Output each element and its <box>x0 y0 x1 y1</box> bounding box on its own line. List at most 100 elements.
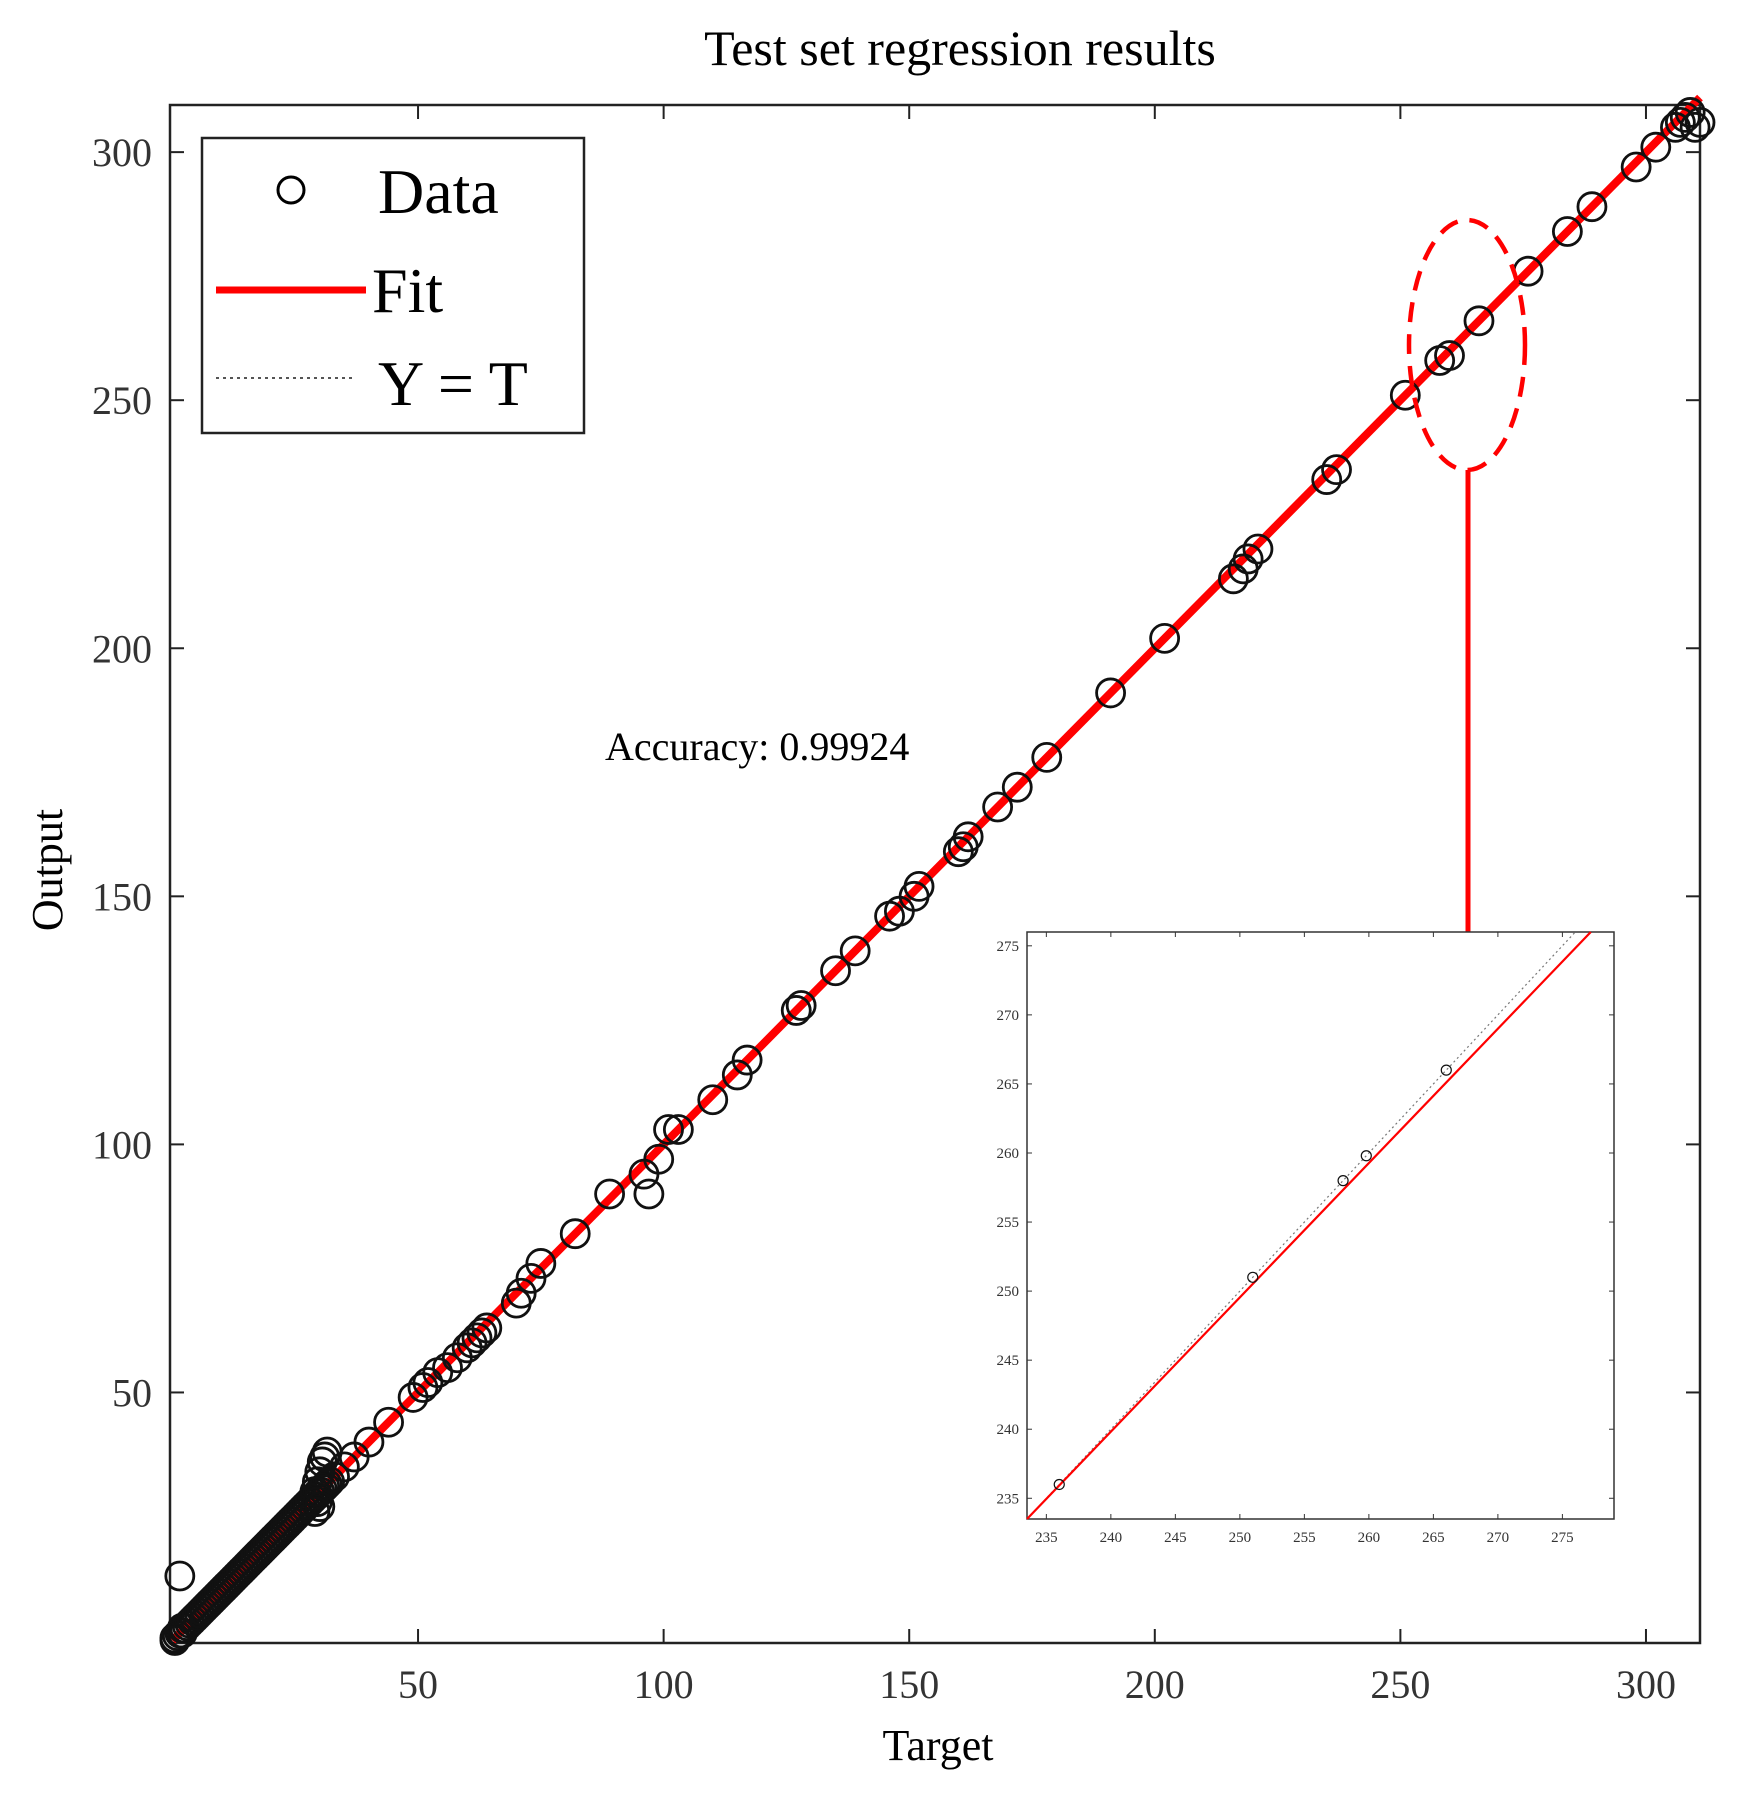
data-point <box>301 1486 333 1518</box>
data-point <box>1463 305 1495 337</box>
legend-data-label: Data <box>378 156 499 227</box>
legend-data-marker <box>276 175 306 205</box>
inset-x-tick-label: 235 <box>1035 1530 1058 1546</box>
data-point <box>1640 131 1672 163</box>
inset-y-tick-label: 240 <box>997 1422 1020 1438</box>
main-axis-ticks: 50 100 150 200 250 300 50 100 150 200 250 300 <box>92 105 1700 1707</box>
data-point <box>1031 742 1063 773</box>
data-point <box>643 1143 675 1175</box>
data-point <box>1620 151 1652 183</box>
main-data-points <box>159 97 1716 1656</box>
inset-y-tick-label: 260 <box>997 1146 1020 1162</box>
inset-y-tick-label: 235 <box>997 1491 1020 1507</box>
data-point <box>1321 454 1352 486</box>
data-point <box>1217 563 1249 595</box>
data-point <box>505 1277 537 1309</box>
data-point <box>594 1178 625 1210</box>
main-plot-frame <box>168 103 1702 1645</box>
data-point <box>633 1178 665 1210</box>
data-point <box>1679 111 1711 143</box>
inset-x-tick-label: 245 <box>1164 1530 1187 1546</box>
data-point <box>412 1367 444 1398</box>
data-point <box>353 1426 385 1458</box>
data-point <box>309 1441 341 1473</box>
inset-data-point <box>1337 1175 1349 1187</box>
data-point <box>820 955 851 987</box>
data-point <box>1389 379 1421 411</box>
data-point <box>466 1317 498 1349</box>
data-point <box>432 1352 463 1384</box>
inset-y-tick-label: 245 <box>997 1353 1020 1369</box>
y-axis-label: Output <box>23 809 72 931</box>
y-tick-label: 250 <box>92 378 152 423</box>
inset-fit-line <box>1026 931 1592 1520</box>
legend: Data Fit Y = T <box>200 136 586 435</box>
data-point <box>328 1451 360 1483</box>
data-point <box>839 935 871 967</box>
data-point <box>1576 191 1608 223</box>
data-point <box>1095 677 1126 709</box>
data-point <box>721 1059 753 1091</box>
y-tick-label: 100 <box>92 1122 152 1167</box>
inset-plot-lines <box>1026 931 1592 1520</box>
x-tick-label: 100 <box>634 1662 694 1707</box>
data-point <box>952 821 984 853</box>
x-tick-label: 50 <box>398 1662 438 1707</box>
inset-y-tick-label: 250 <box>997 1284 1020 1300</box>
inset-data-point <box>1053 1478 1065 1491</box>
data-point <box>1434 340 1465 371</box>
data-point <box>1551 216 1583 247</box>
data-point <box>164 1560 196 1592</box>
data-point <box>373 1406 404 1438</box>
inset-frame <box>1026 931 1615 1520</box>
data-point <box>982 791 1014 823</box>
data-point <box>1242 533 1274 565</box>
inset-y-tick-label: 275 <box>997 939 1020 955</box>
data-point <box>1669 102 1701 133</box>
inset-x-tick-label: 265 <box>1422 1530 1445 1546</box>
data-point <box>471 1312 503 1344</box>
data-point <box>653 1114 684 1145</box>
legend-box <box>200 136 586 435</box>
inset-identity-line <box>1026 931 1576 1520</box>
y-tick-label: 200 <box>92 626 152 671</box>
inset-data-point <box>1360 1150 1372 1162</box>
data-point <box>559 1218 591 1250</box>
data-point <box>461 1322 493 1354</box>
legend-identity-label: Y = T <box>378 348 528 419</box>
data-point <box>515 1262 547 1294</box>
data-point <box>1674 97 1706 128</box>
data-point <box>731 1044 763 1076</box>
inset-x-tick-label: 240 <box>1100 1530 1123 1546</box>
highlight-ellipse <box>1406 217 1528 473</box>
data-point <box>1684 106 1716 138</box>
x-tick-label: 200 <box>1125 1662 1185 1707</box>
data-point <box>159 1625 191 1656</box>
y-tick-label: 150 <box>92 874 152 919</box>
inset-x-tick-label: 260 <box>1358 1530 1381 1546</box>
inset-chart: 235 240 245 250 255 260 265 270 275 235 240 245 250 2… <box>997 931 1615 1546</box>
inset-x-tick-label: 270 <box>1487 1530 1510 1546</box>
inset-x-tick-label: 250 <box>1229 1530 1252 1546</box>
data-point <box>1311 464 1343 495</box>
data-point <box>903 871 935 902</box>
inset-data-points <box>1053 1064 1452 1491</box>
x-tick-label: 150 <box>879 1662 939 1707</box>
inset-data-point <box>1440 1064 1452 1076</box>
data-point <box>1001 771 1033 803</box>
inset-axis-ticks: 235 240 245 250 255 260 265 270 275 235 240 245 250 2… <box>997 932 1614 1546</box>
data-point <box>304 1491 336 1522</box>
data-point <box>525 1248 557 1279</box>
accuracy-annotation: Accuracy: 0.99924 <box>605 724 909 769</box>
y-tick-label: 300 <box>92 130 152 175</box>
data-point <box>942 836 974 868</box>
data-point <box>697 1084 729 1116</box>
x-tick-label: 250 <box>1370 1662 1430 1707</box>
data-point <box>301 1478 333 1510</box>
x-axis-label: Target <box>883 1721 994 1770</box>
y-tick-label: 50 <box>112 1370 152 1415</box>
x-tick-label: 300 <box>1616 1662 1676 1707</box>
data-point <box>662 1114 694 1145</box>
data-point <box>780 995 812 1026</box>
